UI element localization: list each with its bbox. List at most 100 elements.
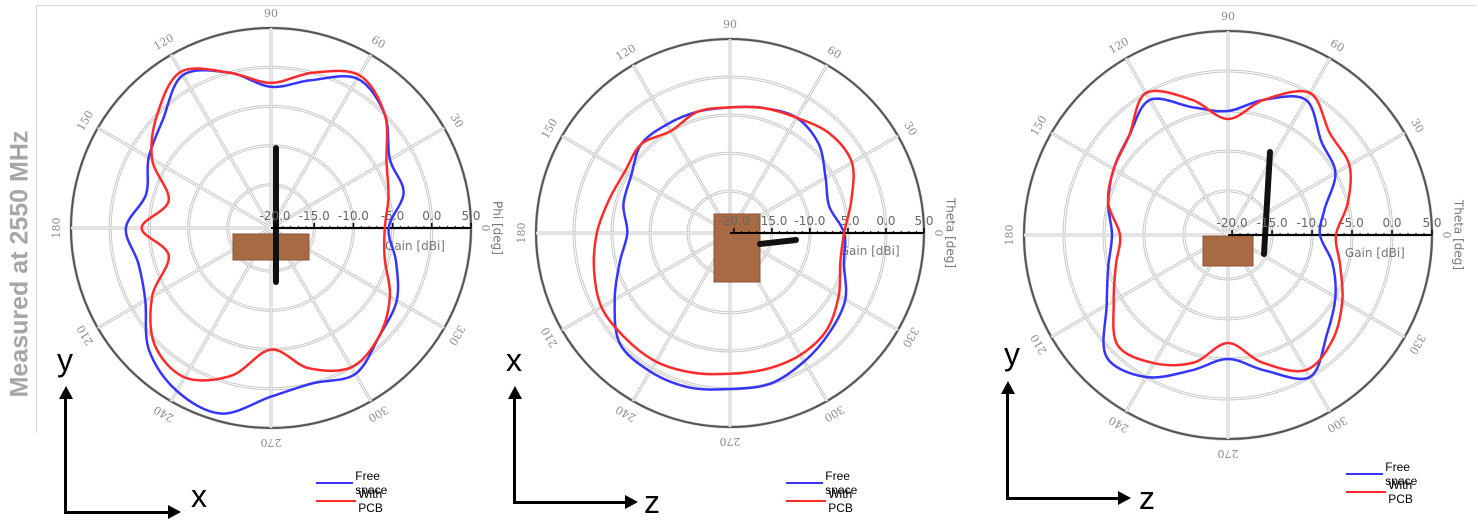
x-axis-arrow-line bbox=[513, 398, 516, 504]
x-axis-arrowhead bbox=[508, 386, 522, 399]
grid-spoke-inner bbox=[1229, 58, 1331, 232]
z-axis-arrowhead bbox=[1118, 491, 1131, 505]
legend-label: With PCB bbox=[1388, 478, 1413, 506]
grid-spoke-inner bbox=[1229, 238, 1331, 412]
series-line-free-space bbox=[1102, 95, 1337, 381]
angle-tick-label: 240 bbox=[613, 403, 638, 425]
angle-tick-label: 30 bbox=[1408, 116, 1426, 135]
angle-tick-label: 180 bbox=[1003, 225, 1016, 246]
grid-spoke-inner bbox=[731, 64, 828, 230]
legend-swatch-blue bbox=[316, 482, 354, 484]
radial-tick-label: -20.0 bbox=[259, 209, 290, 223]
angle-tick-label: 60 bbox=[825, 43, 844, 61]
angle-tick-label: 90 bbox=[1221, 10, 1235, 23]
angle-tick-label: 180 bbox=[515, 223, 528, 244]
pcb-board bbox=[1202, 235, 1254, 267]
grid-spoke-inner bbox=[170, 54, 270, 225]
angle-tick-label: 270 bbox=[720, 435, 741, 448]
legend-label: With PCB bbox=[828, 487, 853, 515]
pcb-board bbox=[713, 213, 761, 283]
grid-spoke-inner bbox=[274, 127, 445, 227]
y-axis-arrow-line bbox=[1006, 393, 1009, 500]
angle-tick-label: 30 bbox=[448, 111, 466, 130]
radial-tick-label: -5.0 bbox=[1340, 216, 1363, 230]
z-axis-arrow-line bbox=[1006, 497, 1118, 500]
angle-tick-label: 330 bbox=[1406, 332, 1428, 357]
angle-tick-label: 150 bbox=[74, 108, 96, 133]
y-axis-arrowhead bbox=[59, 386, 73, 399]
legend-label: Free space bbox=[825, 469, 858, 497]
legend: Free space With PCB bbox=[1346, 460, 1430, 506]
grid-spoke-inner bbox=[632, 64, 729, 230]
legend-item-with-pcb: With PCB bbox=[1346, 478, 1430, 506]
radial-tick-label: 0.0 bbox=[1382, 216, 1401, 230]
angle-tick-label: 0 bbox=[932, 230, 945, 237]
antenna bbox=[1261, 149, 1273, 257]
grid-spoke-inner bbox=[97, 127, 268, 227]
series-line-with-pcb bbox=[1106, 89, 1352, 373]
grid-spoke-inner bbox=[1051, 236, 1225, 338]
angle-tick-label: 120 bbox=[613, 42, 638, 64]
grid-spoke-inner bbox=[272, 54, 372, 225]
angle-tick-label: 30 bbox=[901, 119, 919, 138]
legend-item-free-space: Free space bbox=[1346, 460, 1430, 488]
radial-tick-label: 0.0 bbox=[876, 214, 895, 228]
figure-frame-left bbox=[36, 5, 37, 433]
radial-tick-label: 5.0 bbox=[461, 209, 480, 223]
legend-swatch-red bbox=[316, 500, 357, 502]
horizontal-axis-label: x bbox=[191, 478, 207, 514]
polar-plot-1: 0 30 60 90 120 150 180 210 240 270 300 330 -20.0 -15.… bbox=[50, 7, 505, 449]
angle-axis-label: Theta [deg] bbox=[944, 197, 958, 268]
grid-spoke-inner bbox=[1125, 58, 1227, 232]
legend-item-free-space: Free space bbox=[316, 469, 400, 497]
z-axis-arrowhead bbox=[625, 495, 638, 509]
grid-spoke-inner bbox=[632, 236, 729, 402]
grid-spoke-inner bbox=[1231, 236, 1405, 338]
angle-tick-label: 300 bbox=[822, 403, 847, 425]
angle-tick-label: 210 bbox=[74, 323, 96, 348]
legend-label: Free space bbox=[355, 469, 388, 497]
angle-tick-label: 300 bbox=[366, 403, 391, 425]
radial-tick-label: -10.0 bbox=[338, 209, 369, 223]
grid-spoke-inner bbox=[561, 234, 727, 331]
z-axis-arrow-line bbox=[513, 501, 625, 504]
antenna bbox=[757, 237, 799, 247]
grid-spoke-inner bbox=[733, 234, 899, 331]
angle-tick-label: 120 bbox=[151, 31, 176, 53]
radial-axis-label: Gain [dBi] bbox=[385, 239, 445, 253]
radial-tick-label: -15.0 bbox=[299, 209, 330, 223]
legend-label: Free space bbox=[1385, 460, 1418, 488]
angle-tick-label: 240 bbox=[151, 403, 176, 425]
vertical-axis-label: y bbox=[57, 342, 73, 378]
angle-tick-label: 240 bbox=[1106, 413, 1131, 435]
angle-tick-label: 60 bbox=[369, 33, 388, 51]
vertical-axis-label: y bbox=[1004, 336, 1020, 372]
legend-item-with-pcb: With PCB bbox=[316, 487, 400, 515]
angle-tick-label: 150 bbox=[1028, 113, 1050, 138]
radial-tick-label: -20.0 bbox=[1217, 216, 1248, 230]
angle-tick-label: 150 bbox=[539, 116, 561, 141]
radial-axis-label: Gain [dBi] bbox=[840, 244, 900, 258]
series-line-with-pcb bbox=[140, 67, 392, 382]
grid-spoke-inner bbox=[733, 135, 899, 232]
angle-tick-label: 210 bbox=[1028, 332, 1050, 357]
pcb-board bbox=[232, 233, 310, 261]
angle-tick-label: 330 bbox=[900, 325, 922, 350]
y-axis-arrowhead bbox=[1001, 381, 1015, 394]
legend-swatch-red bbox=[1346, 491, 1387, 493]
legend: Free space With PCB bbox=[316, 469, 400, 515]
grid-spoke-inner bbox=[1231, 132, 1405, 234]
angle-tick-label: 60 bbox=[1328, 37, 1347, 55]
radial-tick-label: 5.0 bbox=[1422, 216, 1441, 230]
grid-spoke-inner bbox=[1125, 238, 1227, 412]
legend-swatch-blue bbox=[786, 482, 824, 484]
series-line-with-pcb bbox=[592, 105, 855, 376]
angle-tick-label: 270 bbox=[1218, 447, 1239, 460]
angle-tick-label: 0 bbox=[1440, 232, 1453, 239]
legend-swatch-blue bbox=[1346, 473, 1384, 475]
radial-tick-label: -15.0 bbox=[756, 214, 787, 228]
grid-spoke-inner bbox=[1051, 132, 1225, 234]
polar-plot-3: 0 30 60 90 120 150 180 210 240 270 300 330 -20.0 -15.… bbox=[1003, 10, 1466, 460]
legend-item-free-space: Free space bbox=[786, 469, 870, 497]
radial-tick-label: -10.0 bbox=[794, 214, 825, 228]
